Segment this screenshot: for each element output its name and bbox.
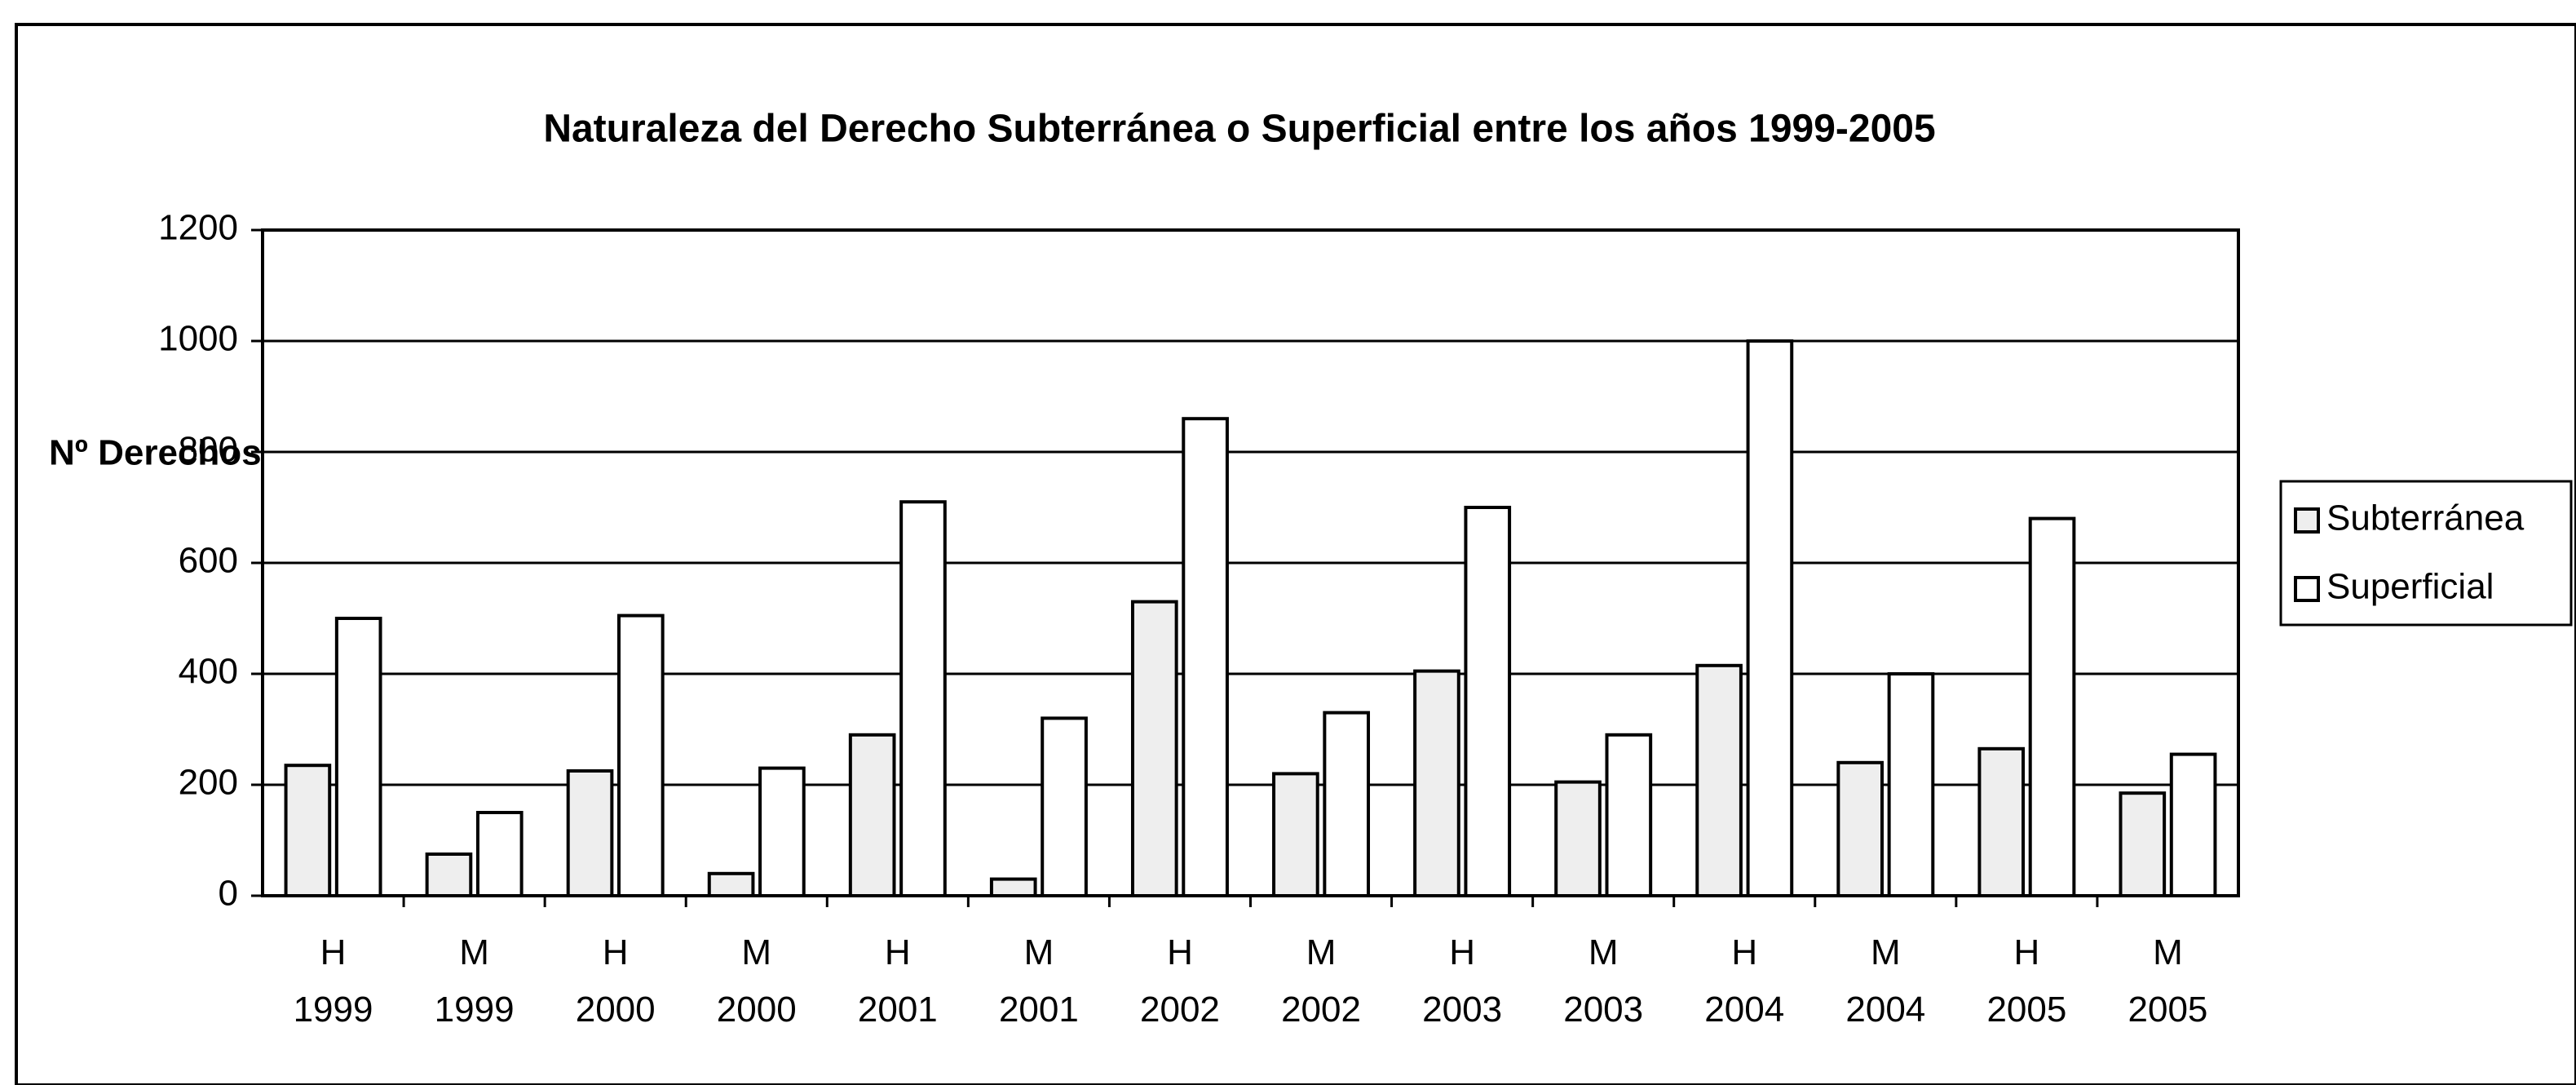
x-tick-label-line: 2000 xyxy=(717,990,797,1030)
x-tick-label-line: 1999 xyxy=(435,990,515,1030)
bar xyxy=(1323,711,1371,897)
x-tick-label-line: 2000 xyxy=(576,990,656,1030)
x-tick-label-line: 2001 xyxy=(999,990,1079,1030)
bar xyxy=(1746,339,1794,897)
legend-label: Superficial xyxy=(2326,567,2494,607)
x-tick-label: H 2001 xyxy=(858,932,938,1030)
x-tick-label-line: 2002 xyxy=(1281,990,1361,1030)
bar xyxy=(848,733,896,897)
x-tick-label-line: M xyxy=(2153,932,2183,972)
legend-swatch xyxy=(2294,576,2320,602)
x-tick-label-line: M xyxy=(459,932,489,972)
bar xyxy=(1695,663,1743,897)
y-tick-label: 1000 xyxy=(158,319,238,359)
x-tick-label: H 2002 xyxy=(1140,932,1220,1030)
x-tick-label-line: 2005 xyxy=(2128,990,2208,1030)
x-tick-label-line: 1999 xyxy=(294,990,373,1030)
bar xyxy=(1413,669,1460,897)
bar xyxy=(1554,780,1602,897)
bar xyxy=(1887,672,1935,897)
x-tick-label-line: 2003 xyxy=(1422,990,1502,1030)
bar xyxy=(1605,733,1653,897)
bar xyxy=(475,811,524,897)
x-tick-label-line: H xyxy=(1167,932,1193,972)
bar xyxy=(566,769,614,897)
x-tick-label: M 2002 xyxy=(1281,932,1361,1030)
y-tick-label: 600 xyxy=(179,541,238,581)
bar xyxy=(1272,772,1319,898)
x-tick-label-line: 2004 xyxy=(1704,990,1784,1030)
x-tick-label-line: H xyxy=(885,932,911,972)
bar xyxy=(899,500,947,897)
x-tick-label-line: 2004 xyxy=(1845,990,1925,1030)
x-tick-label-line: H xyxy=(603,932,629,972)
x-tick-label-line: M xyxy=(741,932,771,972)
x-tick-label: M 2000 xyxy=(717,932,797,1030)
bar xyxy=(1041,716,1088,898)
bar xyxy=(2119,791,2167,898)
x-tick-label: M 2005 xyxy=(2128,932,2208,1030)
x-tick-label-line: 2003 xyxy=(1563,990,1643,1030)
x-tick-label: H 2004 xyxy=(1704,932,1784,1030)
x-tick-label: M 2004 xyxy=(1845,932,1925,1030)
x-tick-label-line: H xyxy=(320,932,347,972)
x-tick-label-line: H xyxy=(1731,932,1757,972)
bar xyxy=(989,877,1037,897)
bar xyxy=(1130,600,1178,897)
bar xyxy=(1464,506,1512,897)
y-tick-label: 1200 xyxy=(158,208,238,248)
x-tick-label-line: M xyxy=(1871,932,1901,972)
y-axis-label: Nº Derechos xyxy=(49,433,262,473)
x-tick-label-line: M xyxy=(1024,932,1054,972)
y-tick-label: 400 xyxy=(179,652,238,692)
x-tick-label-line: H xyxy=(2014,932,2040,972)
bar xyxy=(707,871,755,898)
bar xyxy=(758,766,806,897)
bar xyxy=(1977,746,2026,897)
bar xyxy=(1836,760,1884,897)
x-tick-label-line: M xyxy=(1588,932,1619,972)
x-tick-label-line: H xyxy=(1449,932,1475,972)
x-tick-label-line: M xyxy=(1306,932,1337,972)
bar xyxy=(284,764,332,898)
bar xyxy=(2028,516,2076,897)
x-tick-label: H 2003 xyxy=(1422,932,1502,1030)
x-tick-label: H 2005 xyxy=(1986,932,2066,1030)
y-tick-label: 0 xyxy=(219,874,238,914)
y-tick-label: 800 xyxy=(179,430,238,470)
y-tick-label: 200 xyxy=(179,763,238,803)
bar xyxy=(334,617,382,897)
x-tick-label-line: 2001 xyxy=(858,990,938,1030)
x-tick-label-line: 2005 xyxy=(1986,990,2066,1030)
x-tick-label: M 2001 xyxy=(999,932,1079,1030)
bar xyxy=(2169,752,2217,897)
x-tick-label: M 1999 xyxy=(435,932,515,1030)
legend-swatch xyxy=(2294,507,2320,534)
bar xyxy=(1182,417,1229,897)
x-tick-label: H 2000 xyxy=(576,932,656,1030)
legend-box xyxy=(2279,480,2573,627)
bar xyxy=(425,852,473,897)
chart-title: Naturaleza del Derecho Subterránea o Sup… xyxy=(543,108,1935,151)
x-tick-label: H 1999 xyxy=(294,932,373,1030)
bar xyxy=(617,613,665,897)
x-tick-label: M 2003 xyxy=(1563,932,1643,1030)
x-tick-label-line: 2002 xyxy=(1140,990,1220,1030)
legend-label: Subterránea xyxy=(2326,498,2525,538)
